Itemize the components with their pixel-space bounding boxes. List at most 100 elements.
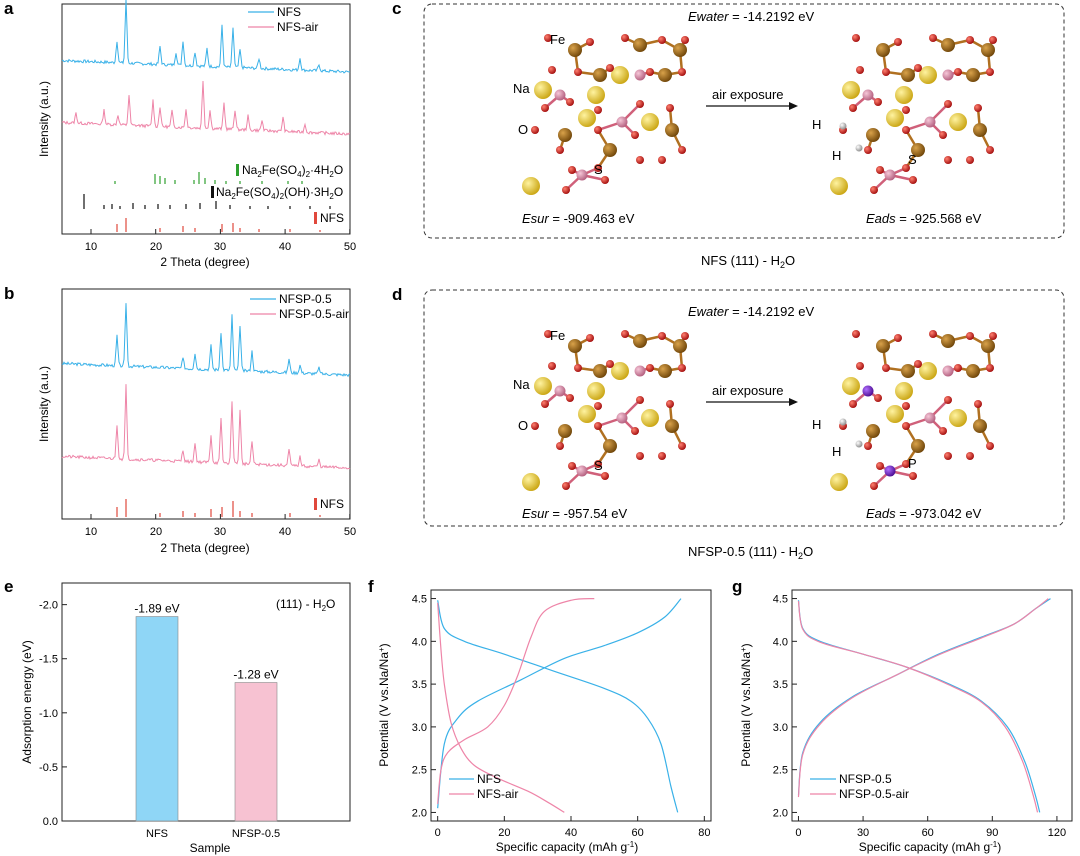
note-e: (111) - H2O: [276, 597, 335, 613]
plot-frame-e: [61, 582, 351, 822]
xtick: 120: [1048, 827, 1066, 839]
xtick: 40: [565, 827, 577, 839]
ytick-e: -2.0: [39, 600, 58, 612]
ytick: 2.5: [412, 765, 427, 777]
atom-label-s2-c: S: [908, 152, 917, 167]
atom-label-h1-d: H: [812, 417, 821, 432]
xtick-a: 10: [85, 241, 97, 253]
xrd-pattern-nfsp-air: [61, 384, 351, 470]
xlabel-e: Sample: [190, 841, 231, 855]
legend-label-nfs-air: NFS-air: [277, 20, 318, 34]
xtick-e: NFSP-0.5: [232, 828, 280, 840]
legend-label-nfsp-g: NFSP-0.5: [839, 772, 892, 786]
xtick-b: 40: [279, 526, 291, 538]
bar-value-label: -1.28 eV: [233, 668, 278, 682]
legend-label-nfsp: NFSP-0.5: [279, 292, 332, 306]
ytick: 2.0: [412, 807, 427, 819]
caption-c: NFS (111) - H2O: [701, 253, 795, 270]
curve-nfsp-0.5-discharge: [797, 600, 1041, 813]
ytick: 3.0: [773, 722, 788, 734]
curve-nfs-air-charge: [437, 598, 595, 804]
xtick: 60: [922, 827, 934, 839]
bar-nfsp-0.5: [234, 682, 278, 822]
ytick-e: 0.0: [43, 816, 58, 828]
ylabel-e: Adsorption energy (eV): [20, 640, 34, 763]
ytick-e: -1.5: [39, 654, 58, 666]
caption-d: NFSP-0.5 (111) - H2O: [688, 544, 813, 561]
xtick-b: 30: [214, 526, 226, 538]
xtick-a: 30: [214, 241, 226, 253]
atom-label-p-d: P: [908, 456, 917, 471]
xtick-b: 10: [85, 526, 97, 538]
plot-frame-a: [61, 3, 351, 235]
ylabel-b: Intensity (a.u.): [37, 366, 51, 442]
structure-box-d: [423, 289, 1065, 527]
curve-nfsp-0.5-air-discharge: [797, 601, 1039, 813]
atom-label-na-c: Na: [513, 81, 530, 96]
ref-label-hydroxide: Na2Fe(SO4)2(OH)·3H2O: [216, 185, 343, 201]
xtick-b: 50: [344, 526, 356, 538]
energy-water-d: Ewater = -14.2192 eV: [688, 304, 814, 319]
ytick: 2.5: [773, 765, 788, 777]
energy-adsorbed-d: Eads = -973.042 eV: [866, 506, 982, 521]
xaxis-a: 10 20 30 40 50 2 Theta (degree): [85, 241, 356, 269]
ytick-e: -1.0: [39, 708, 58, 720]
panel-letter-d: d: [392, 285, 402, 304]
curve-nfs-charge: [437, 598, 682, 809]
xlabel-f: Specific capacity (mAh g-1): [496, 840, 639, 854]
xlabel-g: Specific capacity (mAh g-1): [859, 840, 1002, 854]
atom-label-na-d: Na: [513, 377, 530, 392]
xtick-a: 40: [279, 241, 291, 253]
xtick: 80: [698, 827, 710, 839]
energy-surface-d: Esur = -957.54 eV: [522, 506, 627, 521]
xrd-pattern-nfsp: [61, 303, 351, 378]
arrow-label-d: air exposure: [712, 383, 784, 398]
ytick: 4.0: [773, 636, 788, 648]
legend-a: NFS NFS-air: [248, 5, 318, 34]
xtick: 20: [498, 827, 510, 839]
legend-label-nfs-air-f: NFS-air: [477, 787, 518, 801]
legend-label-nfsp-air-g: NFSP-0.5-air: [839, 787, 909, 801]
xtick: 0: [435, 827, 441, 839]
arrow-label-c: air exposure: [712, 87, 784, 102]
curve-nfs-discharge: [437, 600, 679, 813]
plot-frame-g: [791, 589, 1073, 822]
energy-adsorbed-c: Eads = -925.568 eV: [866, 211, 982, 226]
plot-frame-f: [430, 589, 712, 822]
legend-label-nfs: NFS: [277, 5, 301, 19]
energy-water-c: Ewater = -14.2192 eV: [688, 9, 814, 24]
curve-nfsp-0.5-air-charge: [797, 598, 1049, 798]
panel-letter-b: b: [4, 284, 14, 303]
ytick: 3.5: [773, 679, 788, 691]
atom-label-fe-c: Fe: [550, 32, 565, 47]
xlabel-b: 2 Theta (degree): [160, 541, 249, 555]
ytick: 3.0: [412, 722, 427, 734]
structure-box-c: [423, 3, 1065, 239]
xlabel-a: 2 Theta (degree): [160, 255, 249, 269]
ylabel-g: Potential (V vs.Na/Na+): [739, 643, 753, 766]
ref-sticks-nfs: [116, 218, 321, 232]
crystal-structure-surface-c: [522, 34, 689, 195]
xaxis-b: 10 20 30 40 50 2 Theta (degree): [85, 526, 356, 555]
panel-letter-f: f: [368, 577, 374, 596]
ylabel-a: Intensity (a.u.): [37, 81, 51, 157]
ytick: 4.5: [412, 594, 427, 606]
ref-sticks-nfs-b: [116, 499, 321, 517]
xtick: 30: [857, 827, 869, 839]
xtick: 60: [632, 827, 644, 839]
xtick-e: NFS: [146, 828, 168, 840]
energy-surface-c: Esur = -909.463 eV: [522, 211, 635, 226]
ref-sticks-hydroxide: [83, 194, 331, 209]
crystal-structure-surface-d: [522, 330, 689, 491]
legend-label-nfsp-air: NFSP-0.5-air: [279, 307, 349, 321]
atom-label-h2-d: H: [832, 444, 841, 459]
xtick-b: 20: [150, 526, 162, 538]
ref-label-tetrahydrate: Na2Fe(SO4)2·4H2O: [242, 163, 343, 179]
ytick-e: -0.5: [39, 762, 58, 774]
panel-letter-g: g: [732, 577, 742, 596]
atom-label-h1-c: H: [812, 117, 821, 132]
crystal-structure-adsorbed-c: [830, 34, 997, 195]
ytick: 2.0: [773, 807, 788, 819]
svg-text:Ewater = -14.2192 eV: Ewater = -14.2192 eV: [688, 9, 814, 24]
